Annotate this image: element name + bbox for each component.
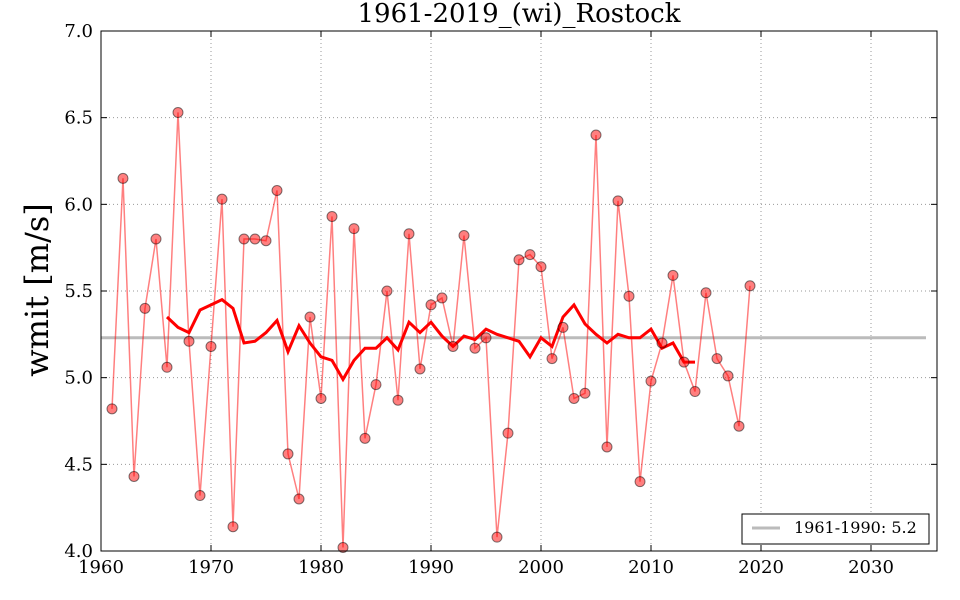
x-tick-label: 2030 [848,557,894,578]
data-point [414,363,426,375]
y-axis-label: wmit [m/s] [18,203,56,377]
x-tick-label: 1980 [298,557,344,578]
y-tick-label: 5.0 [64,368,93,389]
annual-line [111,112,751,548]
data-point [128,470,140,482]
data-point [733,420,745,432]
x-tick-label: 2000 [518,557,564,578]
data-point [337,542,349,554]
data-point [249,233,261,245]
data-point [623,290,635,302]
data-point [348,223,360,235]
data-point [326,210,338,222]
data-point [689,386,701,398]
chart-title: 1961-2019_(wi)_Rostock [358,0,681,29]
y-tick-label: 4.5 [64,454,93,475]
data-point [568,392,580,404]
data-point [524,249,536,261]
y-tick-label: 4.0 [64,541,93,562]
data-point [436,292,448,304]
data-point [172,106,184,118]
data-point [205,340,217,352]
data-point [150,233,162,245]
data-point [667,269,679,281]
data-point [106,403,118,415]
y-tick-label: 7.0 [64,21,93,42]
running-mean-line [165,297,695,383]
data-point [744,280,756,292]
data-point [722,370,734,382]
data-point [260,235,272,247]
x-tick-label: 2010 [628,557,674,578]
y-tick-label: 6.5 [64,108,93,129]
y-tick-label: 6.0 [64,194,93,215]
data-point [546,353,558,365]
data-point [513,254,525,266]
y-tick-label: 5.5 [64,281,93,302]
data-point [557,321,569,333]
data-point [535,261,547,273]
data-point [447,340,459,352]
data-point [227,521,239,533]
data-point [656,337,668,349]
data-point [370,379,382,391]
data-point [381,285,393,297]
data-point [711,353,723,365]
data-point [634,476,646,488]
data-point [194,490,206,502]
data-point [645,375,657,387]
data-point [282,448,294,460]
grid [100,30,937,552]
x-tick-label: 1960 [78,557,124,578]
series-layer [101,106,926,554]
data-point [183,335,195,347]
data-point [601,441,613,453]
data-point [590,129,602,141]
data-point [458,230,470,242]
axis-ticks: 1960 1970 1980 1990 2000 2010 2020 2030 4.0 4.5 5.… [64,21,937,578]
data-point [392,394,404,406]
data-point [238,233,250,245]
data-point [271,184,283,196]
data-point [480,332,492,344]
data-point [612,195,624,207]
data-point [502,427,514,439]
data-point [216,193,228,205]
data-point [304,311,316,323]
plot-frame [100,30,938,552]
data-point [469,342,481,354]
x-tick-label: 1990 [408,557,454,578]
legend: 1961-1990: 5.2 [741,513,930,545]
data-point [403,228,415,240]
data-point [579,387,591,399]
data-point [293,493,305,505]
data-point [425,299,437,311]
data-point [139,302,151,314]
data-point [491,531,503,543]
data-point [161,361,173,373]
legend-entry: 1961-1990: 5.2 [794,518,917,537]
x-tick-label: 1970 [188,557,234,578]
x-tick-label: 2020 [738,557,784,578]
data-point [117,172,129,184]
data-point [359,432,371,444]
data-point [678,356,690,368]
data-point [700,287,712,299]
data-point [315,392,327,404]
